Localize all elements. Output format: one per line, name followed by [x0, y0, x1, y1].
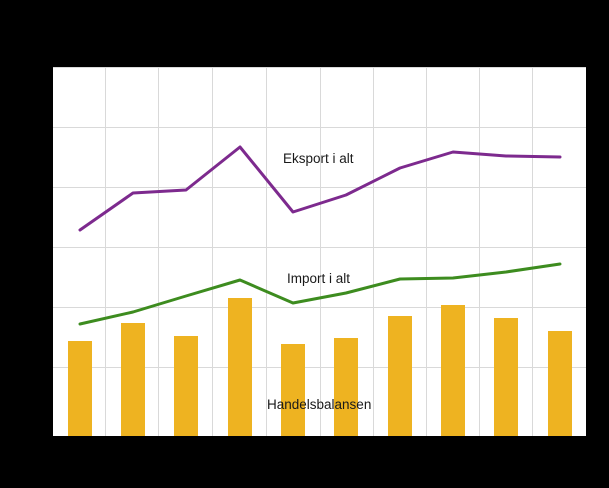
- plot-area: Eksport i alt Import i alt Handelsbalans…: [53, 67, 586, 436]
- gridline-vertical-1: [158, 67, 159, 436]
- bar-handelsbalansen-1: [121, 323, 145, 436]
- import-series-label: Import i alt: [287, 271, 351, 286]
- gridline-vertical-6: [426, 67, 427, 436]
- bar-handelsbalansen-2: [174, 336, 198, 436]
- series-annotations: Eksport i alt Import i alt Handelsbalans…: [53, 67, 586, 436]
- gridline-horizontal-2: [53, 187, 586, 188]
- gridline-vertical-4: [320, 67, 321, 436]
- bar-handelsbalansen-4: [281, 344, 305, 436]
- gridline-vertical-8: [532, 67, 533, 436]
- bar-handelsbalansen-8: [494, 318, 518, 436]
- gridline-horizontal-4: [53, 307, 586, 308]
- bar-handelsbalansen-3: [228, 298, 252, 436]
- gridline-horizontal-5: [53, 367, 586, 368]
- gridline-vertical-7: [479, 67, 480, 436]
- gridline-vertical-5: [373, 67, 374, 436]
- gridline-horizontal-0: [53, 67, 586, 68]
- handelsbalansen-series-label: Handelsbalansen: [267, 397, 372, 412]
- eksport-series-label: Eksport i alt: [283, 151, 354, 166]
- gridline-vertical-3: [266, 67, 267, 436]
- bar-handelsbalansen-7: [441, 305, 465, 436]
- gridline-horizontal-1: [53, 127, 586, 128]
- bar-handelsbalansen-9: [548, 331, 572, 436]
- bar-handelsbalansen-0: [68, 341, 92, 436]
- gridline-horizontal-3: [53, 247, 586, 248]
- gridline-vertical-2: [212, 67, 213, 436]
- import-line-path: [78, 262, 562, 326]
- eksport-line-path: [78, 145, 562, 232]
- line-series-layer: [53, 67, 586, 436]
- bar-handelsbalansen-6: [388, 316, 412, 436]
- bar-series-handelsbalansen: [53, 67, 586, 436]
- bar-handelsbalansen-5: [334, 338, 358, 436]
- gridline-vertical-0: [105, 67, 106, 436]
- line-series-svg: [78, 145, 562, 326]
